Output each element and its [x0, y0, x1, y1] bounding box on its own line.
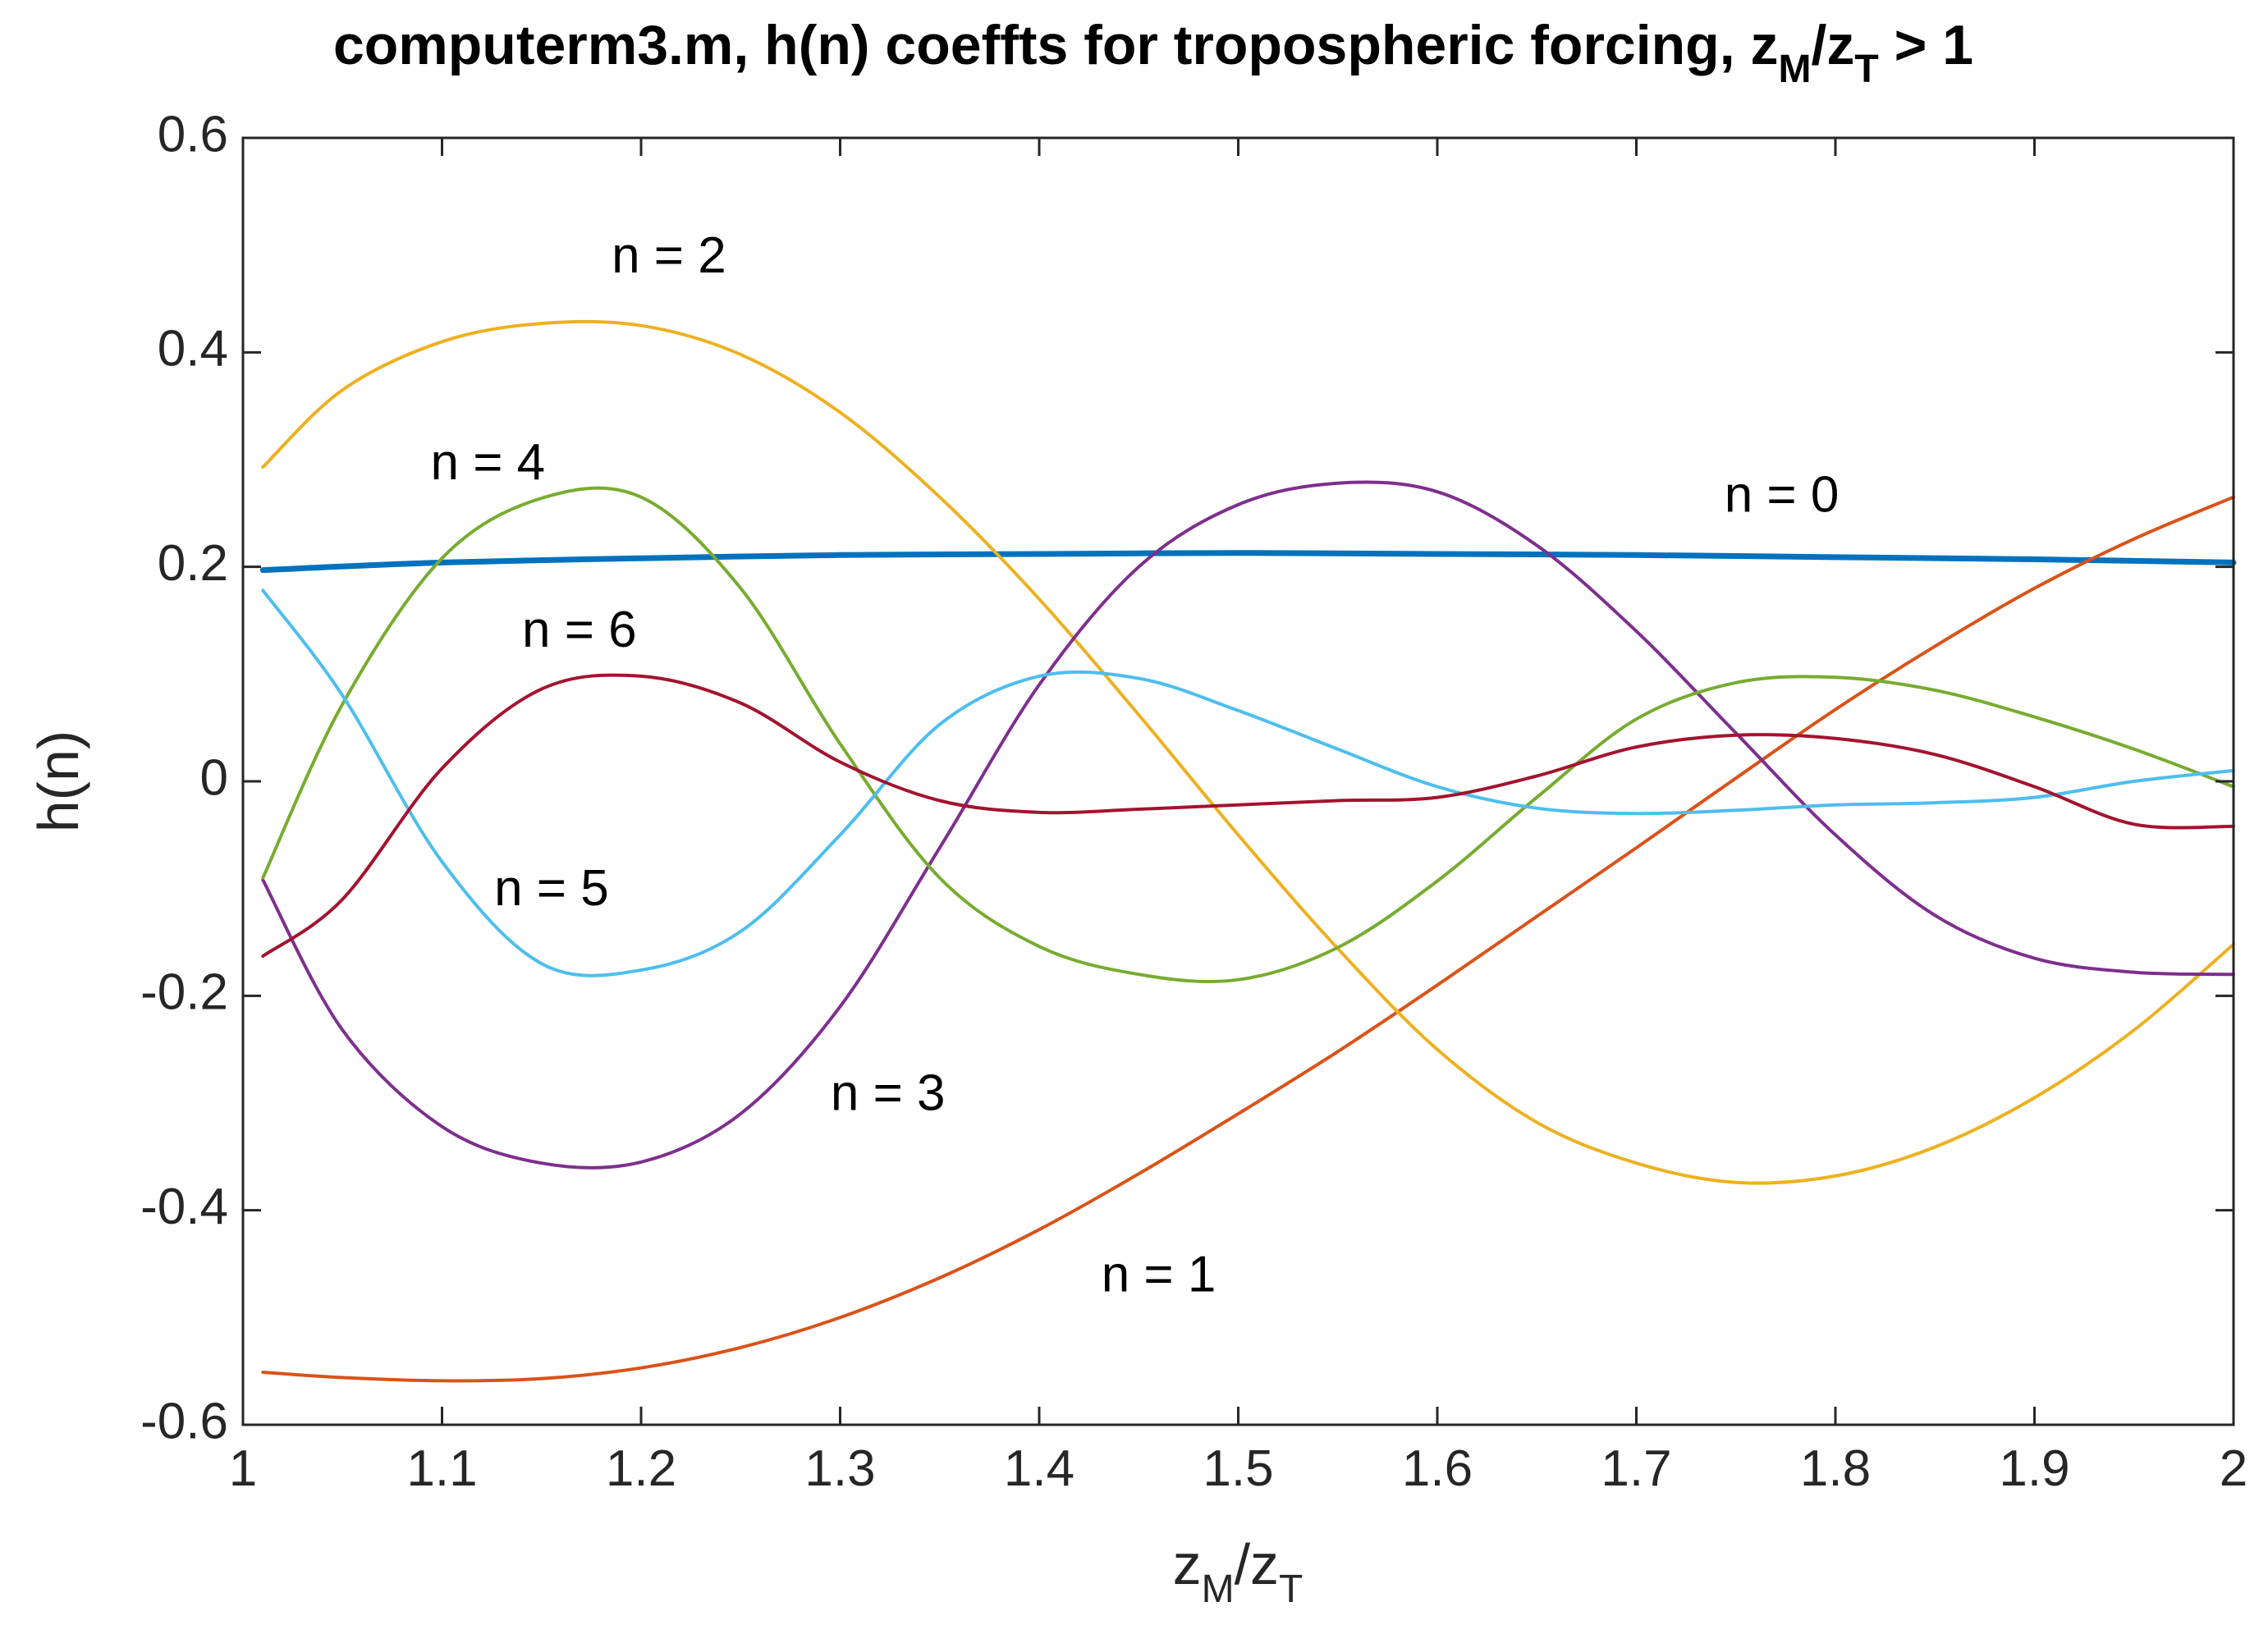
plot-area: [243, 138, 2234, 1425]
x-tick-label: 1.2: [606, 1440, 676, 1497]
y-tick-label: 0.2: [158, 535, 228, 592]
x-tick-label: 1.9: [1999, 1440, 2069, 1497]
annotation-n-6: n = 6: [522, 602, 637, 658]
y-tick-label: -0.4: [140, 1179, 228, 1235]
series-line-n-1: [261, 495, 2235, 1383]
y-tick-label: -0.2: [140, 964, 228, 1021]
annotation-n-2: n = 2: [612, 227, 726, 284]
y-axis-label: h(n): [26, 730, 90, 832]
y-tick-label: 0: [200, 749, 228, 806]
x-tick-label: 1: [229, 1440, 257, 1497]
x-tick-label: 1.3: [804, 1440, 875, 1497]
chart-title: computerm3.m, h(n) coeffts for troposphe…: [333, 14, 1973, 91]
x-tick-label: 1.5: [1203, 1440, 1273, 1497]
x-tick-label: 1.6: [1402, 1440, 1473, 1497]
annotation-n-1: n = 1: [1102, 1246, 1216, 1302]
annotation-n-0: n = 0: [1725, 466, 1840, 523]
annotation-n-5: n = 5: [494, 860, 609, 917]
x-tick-label: 1.4: [1004, 1440, 1074, 1497]
x-tick-label: 1.1: [406, 1440, 477, 1497]
series-line-n-0: [259, 550, 2237, 574]
annotation-n-3: n = 3: [831, 1065, 946, 1122]
series-line-n-5: [261, 588, 2235, 977]
y-tick-label: 0.6: [158, 106, 228, 163]
series-line-n-6: [261, 673, 2235, 958]
x-tick-label: 1.7: [1601, 1440, 1671, 1497]
x-axis-label: zM/zT: [1173, 1532, 1304, 1611]
x-tick-label: 1.8: [1800, 1440, 1871, 1497]
tick-layer: 1 1.1 1.2 1.3 1.4 1.5 1.6 1.7 1.8 1.9 2 -0.6 -0.4 -0.…: [140, 106, 2247, 1497]
series-line-n-4: [261, 486, 2235, 983]
y-tick-label: 0.4: [158, 321, 228, 378]
series-line-n-2: [261, 319, 2235, 1185]
series-layer: [259, 319, 2237, 1383]
x-tick-label: 2: [2220, 1440, 2247, 1497]
annotation-n-4: n = 4: [430, 434, 545, 491]
series-line-n-3: [261, 480, 2235, 1170]
annotation-layer: n = 2 n = 4 n = 0 n = 6 n = 5 n = 3 n = 1: [430, 227, 1839, 1302]
y-tick-label: -0.6: [140, 1393, 228, 1449]
